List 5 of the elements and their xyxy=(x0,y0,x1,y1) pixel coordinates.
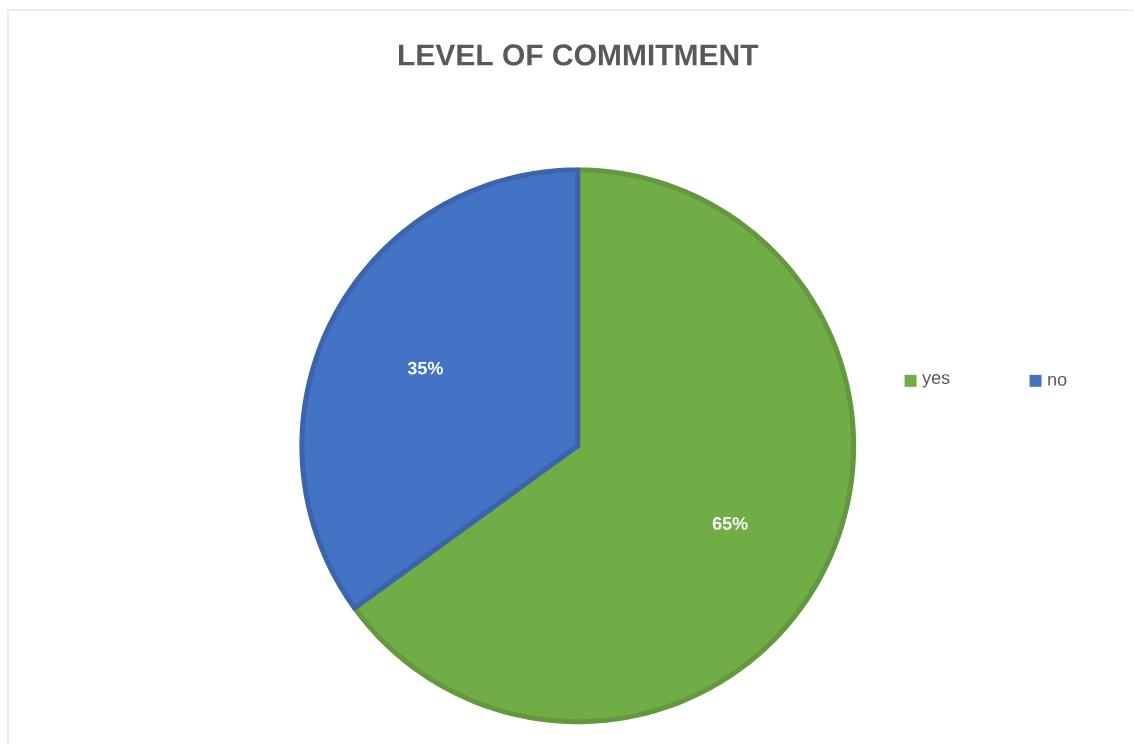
legend-label: no xyxy=(1048,375,1067,386)
chart-title: LEVEL OF COMMITMENT xyxy=(399,44,759,66)
data-label: 35% xyxy=(407,361,443,375)
data-label: 65% xyxy=(712,517,748,530)
legend-label: yes xyxy=(922,374,950,388)
